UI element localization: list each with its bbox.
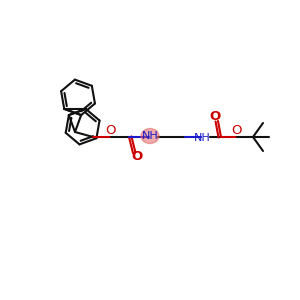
Text: NH: NH [194,133,210,143]
Text: O: O [209,110,220,122]
Text: O: O [232,124,242,136]
Text: NH: NH [142,131,158,141]
Text: O: O [106,124,116,136]
Text: O: O [131,149,142,163]
Ellipse shape [141,128,159,143]
